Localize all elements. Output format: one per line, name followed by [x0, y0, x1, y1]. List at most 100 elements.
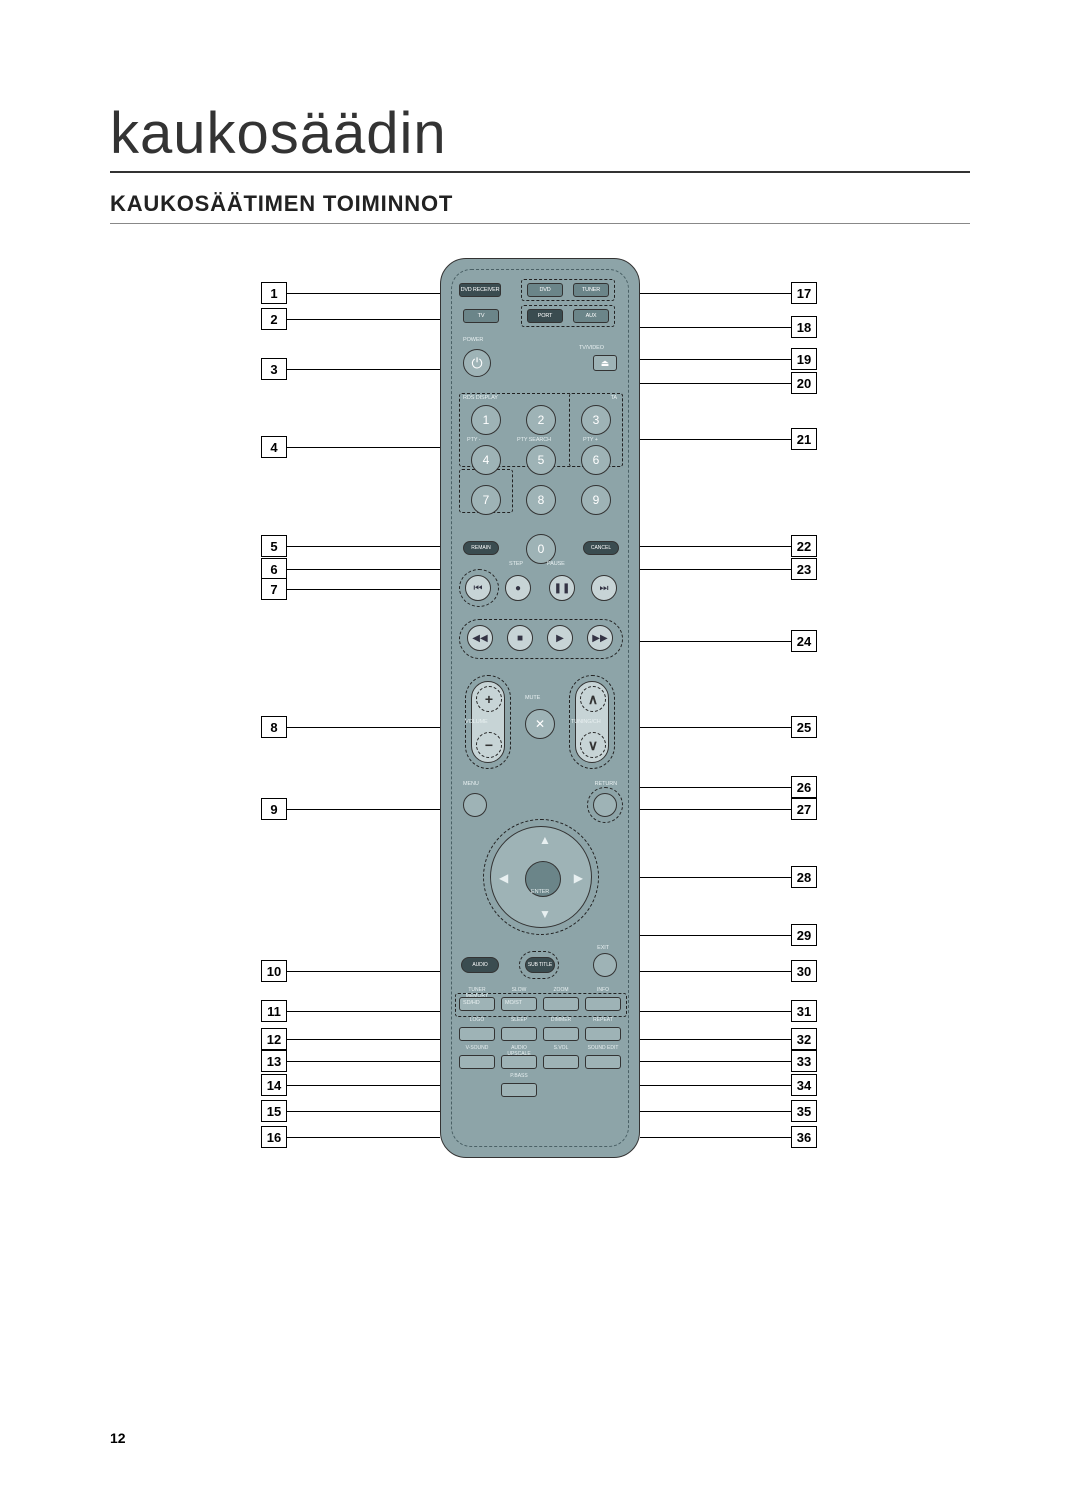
tuner-button: TUNER	[573, 283, 609, 297]
bg-b3-1	[501, 1055, 537, 1069]
dpad-up-icon: ▲	[539, 833, 551, 847]
bg-b-2	[543, 997, 579, 1011]
lead-22	[640, 546, 791, 547]
callout-13: 13	[261, 1050, 287, 1072]
lead-31	[640, 1011, 791, 1012]
callout-31: 31	[791, 1000, 817, 1022]
bg-l4-1: P.BASS	[501, 1073, 537, 1079]
tune-down: ∨	[580, 732, 606, 758]
tv-button: TV	[463, 309, 499, 323]
section-title: KAUKOSÄÄTIMEN TOIMINNOT	[110, 191, 970, 224]
vol-up: +	[476, 686, 502, 712]
play-button: ▶	[547, 625, 573, 651]
lead-28	[640, 877, 791, 878]
dpad: ENTER ▲ ▼ ◀ ▶	[490, 826, 592, 928]
callout-34: 34	[791, 1074, 817, 1096]
lead-21	[640, 439, 791, 440]
lead-27	[640, 809, 791, 810]
dpad-outline: ENTER ▲ ▼ ◀ ▶	[483, 819, 599, 935]
callout-23: 23	[791, 558, 817, 580]
lead-12	[287, 1039, 440, 1040]
num-5: 5	[526, 445, 556, 475]
lead-34	[640, 1085, 791, 1086]
callout-18: 18	[791, 316, 817, 338]
lead-11	[287, 1011, 440, 1012]
bg-l2-3: REPEAT	[585, 1017, 621, 1023]
num-8: 8	[526, 485, 556, 515]
tuning-label: TUNING/CH	[571, 719, 601, 725]
callout-6: 6	[261, 558, 287, 580]
bg-l2-1: SLEEP	[501, 1017, 537, 1023]
lead-17	[640, 293, 791, 294]
lead-8	[287, 727, 440, 728]
callout-5: 5	[261, 535, 287, 557]
pause-label: PAUSE	[547, 561, 565, 567]
callout-2: 2	[261, 308, 287, 330]
remote-diagram: DVD RECEIVER DVD TUNER TV PORT AUX POWER…	[261, 258, 819, 1178]
bg-l2-0: LOGO	[459, 1017, 495, 1023]
lead-26	[640, 787, 791, 788]
num-2: 2	[526, 405, 556, 435]
num-0: 0	[526, 534, 556, 564]
callout-4: 4	[261, 436, 287, 458]
cancel-button: CANCEL	[583, 541, 619, 555]
callout-22: 22	[791, 535, 817, 557]
lead-19	[640, 359, 791, 360]
callout-9: 9	[261, 798, 287, 820]
bg-b-0-t: SD/HD	[463, 1000, 480, 1006]
callout-14: 14	[261, 1074, 287, 1096]
port-button: PORT	[527, 309, 563, 323]
power-button	[463, 349, 491, 377]
dpad-left-icon: ◀	[499, 871, 508, 885]
subtitle-button: SUB TITLE	[525, 957, 555, 973]
aux-button: AUX	[573, 309, 609, 323]
callout-12: 12	[261, 1028, 287, 1050]
remain-button: REMAIN	[463, 541, 499, 555]
lead-35	[640, 1111, 791, 1112]
menu-label: MENU	[463, 781, 479, 787]
bg-b-1-t: MO/ST	[505, 1000, 522, 1006]
power-label: POWER	[463, 337, 483, 343]
prev-button: ⏮	[465, 575, 491, 601]
rew-button: ◀◀	[467, 625, 493, 651]
menu-button	[463, 793, 487, 817]
callout-36: 36	[791, 1126, 817, 1148]
bg-b3-3	[585, 1055, 621, 1069]
bg-l3-2: S.VOL	[543, 1045, 579, 1051]
next-button: ⏭	[591, 575, 617, 601]
lead-4	[287, 447, 440, 448]
exit-button	[593, 953, 617, 977]
stop-button: ■	[507, 625, 533, 651]
callout-29: 29	[791, 924, 817, 946]
callout-25: 25	[791, 716, 817, 738]
bg-b-3	[585, 997, 621, 1011]
dpad-down-icon: ▼	[539, 907, 551, 921]
audio-button: AUDIO	[461, 957, 499, 973]
lead-14	[287, 1085, 440, 1086]
lead-7	[287, 589, 440, 590]
num-4: 4	[471, 445, 501, 475]
lead-1	[287, 293, 440, 294]
callout-7: 7	[261, 578, 287, 600]
lead-9	[287, 809, 440, 810]
callout-19: 19	[791, 348, 817, 370]
lead-2	[287, 319, 440, 320]
callout-1: 1	[261, 282, 287, 304]
lead-6	[287, 569, 440, 570]
callout-32: 32	[791, 1028, 817, 1050]
lead-24	[640, 641, 791, 642]
step-label: STEP	[509, 561, 523, 567]
lead-30	[640, 971, 791, 972]
dvd-receiver-button: DVD RECEIVER	[459, 283, 501, 297]
callout-17: 17	[791, 282, 817, 304]
num-3: 3	[581, 405, 611, 435]
remote-body: DVD RECEIVER DVD TUNER TV PORT AUX POWER…	[440, 258, 640, 1158]
lead-32	[640, 1039, 791, 1040]
tune-up: ∧	[580, 686, 606, 712]
callout-28: 28	[791, 866, 817, 888]
tvvideo-label: TV/VIDEO	[579, 345, 604, 351]
lead-29	[640, 935, 791, 936]
callout-3: 3	[261, 358, 287, 380]
lead-36	[640, 1137, 791, 1138]
callout-11: 11	[261, 1000, 287, 1022]
